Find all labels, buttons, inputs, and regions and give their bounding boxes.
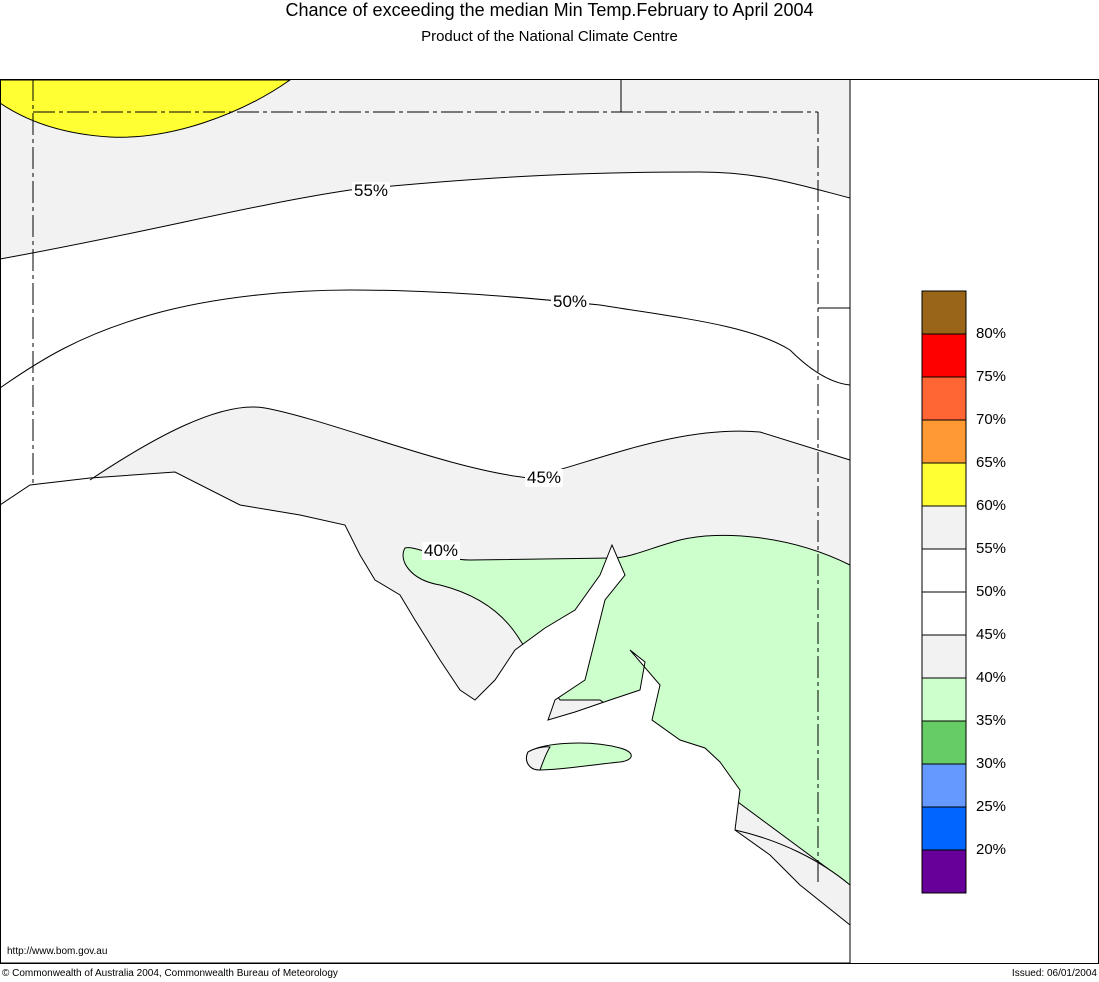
legend-colorbar <box>921 290 967 894</box>
legend-swatch <box>921 634 967 679</box>
contour-label-55: 55% <box>352 181 391 200</box>
legend-label: 60% <box>976 497 1007 514</box>
map-title: Chance of exceeding the median Min Temp.… <box>285 0 814 20</box>
contour-label-50: 50% <box>551 292 590 311</box>
legend-swatch <box>921 677 967 722</box>
legend-swatch <box>921 462 967 507</box>
region-55-60 <box>0 80 850 259</box>
legend-label: 70% <box>976 411 1007 428</box>
contour-50 <box>0 289 851 389</box>
legend-label: 20% <box>976 841 1007 858</box>
legend-swatch <box>921 763 967 808</box>
legend-swatch <box>921 290 967 335</box>
legend-label: 40% <box>976 669 1007 686</box>
legend-label: 45% <box>976 626 1007 643</box>
state-borders <box>32 79 850 885</box>
region-60-65 <box>0 79 292 138</box>
legend-label: 75% <box>976 368 1007 385</box>
kangaroo-island-west <box>526 746 551 771</box>
legend-label: 50% <box>976 583 1007 600</box>
issued-date: Issued: 06/01/2004 <box>1011 968 1097 979</box>
legend-swatch <box>921 505 967 550</box>
map-frame <box>0 79 1099 964</box>
contour-label-40: 40% <box>422 541 461 560</box>
legend-swatch <box>921 591 967 636</box>
contour-45 <box>89 406 851 481</box>
legend-label: 25% <box>976 798 1007 815</box>
legend-swatch <box>921 849 967 894</box>
legend-label: 55% <box>976 540 1007 557</box>
contour-55 <box>0 171 851 260</box>
source-url: http://www.bom.gov.au <box>7 946 108 957</box>
legend-swatch <box>921 720 967 765</box>
legend-label: 80% <box>976 325 1007 342</box>
map-subtitle: Product of the National Climate Centre <box>421 28 678 45</box>
contour-label-45: 45% <box>525 468 564 487</box>
legend-label: 65% <box>976 454 1007 471</box>
copyright: © Commonwealth of Australia 2004, Common… <box>2 968 338 979</box>
legend-label: 30% <box>976 755 1007 772</box>
legend-swatch <box>921 548 967 593</box>
legend-label: 35% <box>976 712 1007 729</box>
sea <box>0 471 851 964</box>
